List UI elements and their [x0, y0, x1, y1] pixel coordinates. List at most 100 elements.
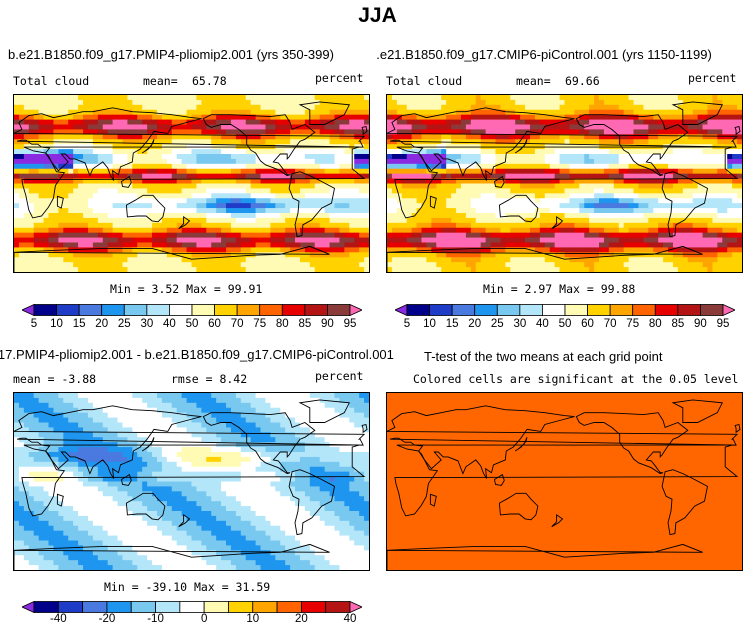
field-cell [132, 178, 138, 184]
field-cell [329, 158, 335, 165]
field-cell [196, 203, 202, 209]
field-cell [697, 217, 703, 224]
field-cell [633, 99, 639, 106]
field-cell [579, 139, 585, 145]
field-cell [107, 154, 114, 160]
field-cell [702, 183, 708, 189]
field-cell [196, 119, 202, 125]
field-cell [549, 222, 556, 229]
field-cell [87, 247, 94, 253]
field-cell [525, 139, 531, 145]
field-cell [270, 232, 276, 238]
field-cell [648, 203, 654, 209]
field-cell [314, 109, 321, 116]
field-cell [549, 183, 556, 189]
field-cell [648, 242, 654, 248]
field-cell [137, 203, 143, 209]
field-cell [707, 188, 713, 194]
field-cell [359, 242, 365, 248]
field-cell [465, 188, 472, 194]
field-cell [722, 139, 728, 145]
field-cell [161, 183, 168, 189]
field-cell [166, 267, 173, 272]
field-cell [534, 173, 541, 179]
field-cell [534, 193, 541, 199]
field-cell [176, 134, 183, 140]
field-cell [500, 104, 506, 111]
field-cell [270, 95, 276, 101]
field-cell [201, 222, 207, 229]
field-cell [127, 232, 133, 238]
field-cell [396, 203, 403, 209]
field-cell [309, 237, 316, 243]
field-cell [485, 124, 491, 130]
field-cell [304, 232, 311, 238]
field-cell [92, 104, 99, 111]
field-cell [677, 188, 684, 194]
field-cell [485, 188, 491, 194]
field-cell [221, 198, 227, 204]
field-cell [396, 237, 403, 243]
field-cell [33, 158, 40, 165]
field-cell [295, 168, 301, 175]
field-cell [722, 183, 728, 189]
field-cell [574, 104, 580, 111]
field-cell [137, 158, 143, 165]
field-cell [87, 154, 94, 160]
field-cell [460, 158, 467, 165]
field-cell [475, 208, 482, 214]
field-cell [221, 129, 227, 135]
field-cell [147, 158, 153, 165]
field-cell [529, 178, 536, 184]
field-cell [309, 252, 316, 258]
field-cell [643, 163, 649, 170]
field-cell [339, 104, 345, 111]
field-cell [23, 213, 30, 219]
field-cell [33, 217, 40, 224]
field-cell [285, 247, 291, 253]
field-cell [354, 232, 360, 238]
field-cell [544, 213, 551, 219]
field-cell [58, 252, 64, 258]
field-cell [618, 217, 625, 224]
field-cell [559, 203, 565, 209]
field-cell [594, 95, 600, 101]
field-cell [33, 247, 40, 253]
field-cell [285, 208, 291, 214]
field-cell [525, 213, 531, 219]
field-cell [648, 129, 654, 135]
field-cell [102, 178, 109, 184]
field-cell [48, 257, 54, 263]
field-cell [299, 158, 306, 165]
field-cell [579, 178, 585, 184]
field-cell [643, 213, 649, 219]
field-cell [240, 158, 247, 165]
field-cell [364, 188, 369, 194]
field-cell [216, 213, 222, 219]
field-cell [87, 99, 94, 106]
field-cell [364, 213, 369, 219]
field-cell [265, 173, 271, 179]
colorbar-tick-label: 90 [321, 318, 334, 330]
field-cell [520, 104, 526, 111]
field-cell [112, 252, 118, 258]
field-cell [201, 237, 207, 243]
field-cell [495, 99, 501, 106]
field-cell [270, 237, 276, 243]
field-cell [534, 119, 541, 125]
field-cell [137, 208, 143, 214]
field-cell [460, 99, 467, 106]
field-cell [426, 183, 432, 189]
field-cell [314, 163, 321, 170]
field-cell [112, 213, 118, 219]
field-cell [226, 213, 232, 219]
field-cell [364, 252, 369, 258]
field-cell [171, 158, 178, 165]
field-cell [132, 217, 138, 224]
field-cell [722, 119, 728, 125]
field-cell [406, 208, 413, 214]
field-cell [73, 134, 79, 140]
field-cell [152, 257, 158, 263]
field-cell [314, 237, 321, 243]
field-cell [529, 222, 536, 229]
